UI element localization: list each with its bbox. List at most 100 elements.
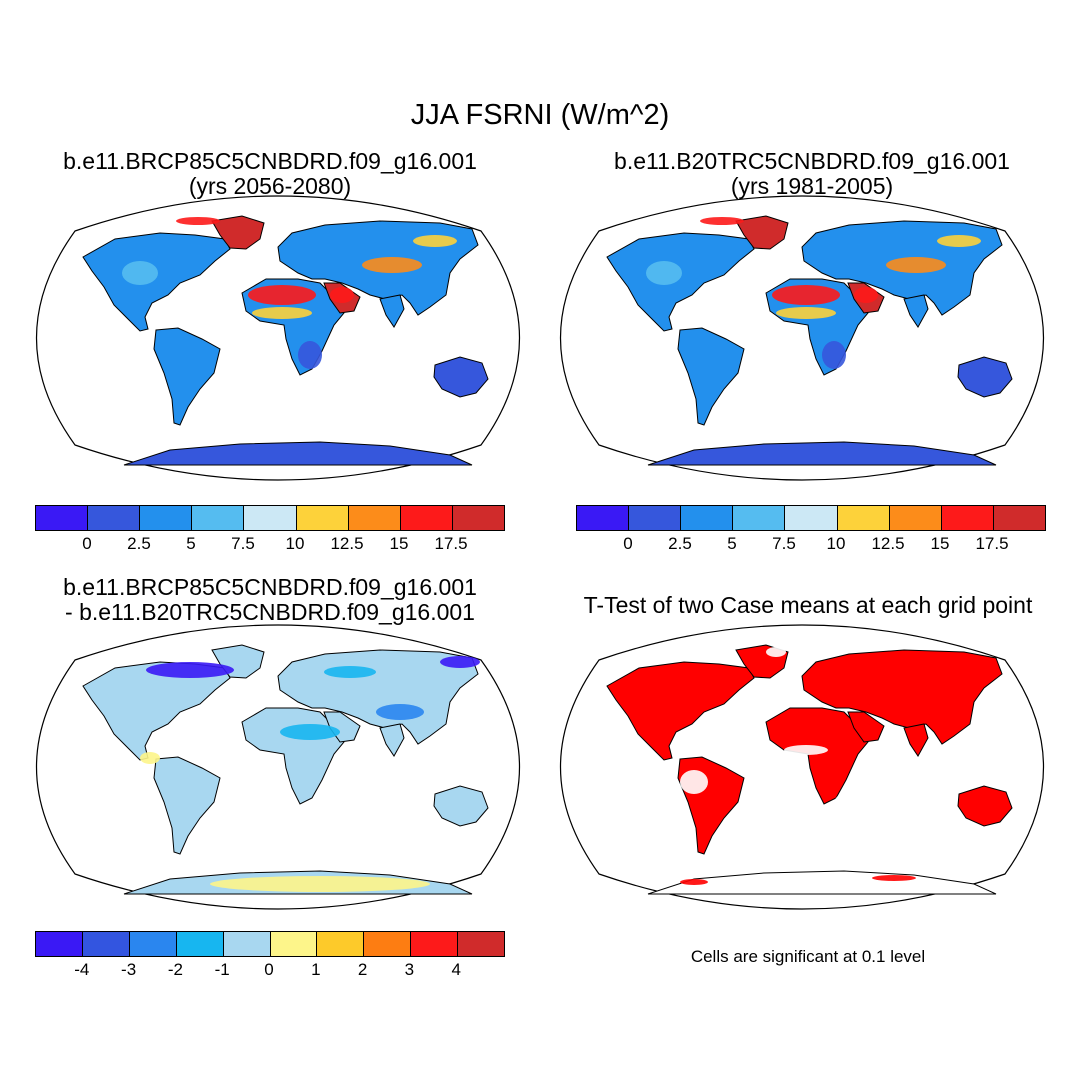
colorbar-tick-label: -1: [214, 960, 230, 979]
field-patch: [376, 704, 424, 720]
colorbar-swatch: [364, 932, 412, 956]
field-patch: [146, 662, 234, 678]
colorbar-tick-label: 17.5: [434, 534, 468, 553]
field-patch: [324, 666, 376, 678]
panel-1-title-line2: (yrs 2056-2080): [188, 173, 352, 199]
colorbar-tick-label: 2.5: [668, 534, 692, 553]
land-samerica: [677, 327, 745, 426]
land-namerica: [606, 661, 755, 761]
field-patch: [646, 261, 682, 285]
land-australia: [957, 785, 1013, 827]
field-patch: [822, 341, 846, 369]
map-panel-future-mean: [35, 195, 521, 481]
colorbar-tick-label: 2: [357, 960, 368, 979]
colorbar-swatch: [270, 932, 318, 956]
panel-3-title-line2: - b.e11.B20TRC5CNBDRD.f09_g16.001: [65, 599, 475, 625]
colorbar-tick-label: 10: [826, 534, 846, 553]
colorbar-tick-label: 7.5: [231, 534, 255, 553]
map-panel-ttest: [559, 624, 1045, 910]
colorbar-tick-label: 12.5: [871, 534, 905, 553]
colorbar-tick-label: 1: [311, 960, 321, 979]
land-namerica: [82, 232, 231, 332]
field-patch: [937, 235, 981, 247]
land-samerica: [153, 756, 221, 855]
colorbar-swatch: [993, 506, 1045, 530]
colorbar-swatch: [192, 506, 245, 530]
colorbar-swatch: [837, 506, 890, 530]
colorbar-tick-label: 5: [727, 534, 737, 553]
colorbar-swatch: [348, 506, 401, 530]
colorbar-tick-label: -2: [167, 960, 183, 979]
colorbar-swatch: [733, 506, 786, 530]
colorbar-swatch: [140, 506, 193, 530]
field-patch: [766, 647, 786, 657]
field-patch: [854, 287, 878, 303]
figure-title: JJA FSRNI (W/m^2): [410, 99, 670, 131]
colorbar-swatch: [296, 506, 349, 530]
field-patch: [834, 794, 854, 814]
colorbar-swatch: [176, 932, 224, 956]
colorbar-tick-label: 3: [404, 960, 415, 979]
colorbar-swatch: [244, 506, 297, 530]
panel-4-title-line1: T-Test of two Case means at each grid po…: [583, 592, 1033, 618]
colorbar-swatch: [577, 506, 630, 530]
map-panel-historical-mean: [559, 195, 1045, 481]
colorbar-tick-label: 15: [389, 534, 409, 553]
colorbar-tick-label: 15: [930, 534, 950, 553]
colorbar-tick-label: -4: [74, 960, 90, 979]
colorbar-tick-label: 7.5: [772, 534, 796, 553]
colorbar-tick-label: 12.5: [330, 534, 364, 553]
colorbar-mean-historical: [576, 505, 1046, 531]
colorbar-swatch: [941, 506, 994, 530]
field-patch: [252, 307, 312, 319]
colorbar-swatch: [82, 932, 130, 956]
panel-2-title-line1: b.e11.B20TRC5CNBDRD.f09_g16.001: [614, 148, 1010, 174]
field-patch: [176, 217, 220, 225]
land-india: [379, 723, 405, 757]
field-patch: [700, 217, 744, 225]
field-patch: [248, 285, 316, 305]
panel-1-title: b.e11.BRCP85C5CNBDRD.f09_g16.001 (yrs 20…: [30, 149, 510, 199]
land-namerica: [606, 232, 755, 332]
field-patch: [362, 257, 422, 273]
field-patch: [680, 770, 708, 794]
land-australia: [433, 356, 489, 398]
colorbar-tick-label: 0: [264, 960, 274, 979]
map-panel-difference: [35, 624, 521, 910]
field-patch: [140, 752, 160, 764]
colorbar-swatch: [88, 506, 141, 530]
land-greenland: [211, 215, 265, 250]
field-patch: [330, 287, 354, 303]
panel-2-title: b.e11.B20TRC5CNBDRD.f09_g16.001 (yrs 198…: [572, 149, 1052, 199]
field-patch: [280, 724, 340, 740]
colorbar-swatch: [889, 506, 942, 530]
panel-3-title-line1: b.e11.BRCP85C5CNBDRD.f09_g16.001: [63, 574, 477, 600]
colorbar-swatch: [223, 932, 271, 956]
colorbar-swatch: [681, 506, 734, 530]
colorbar-tick-label: 10: [285, 534, 305, 553]
field-patch: [440, 656, 480, 668]
colorbar-mean-future: [35, 505, 505, 531]
colorbar-tick-label: 5: [186, 534, 196, 553]
panel-1-title-line1: b.e11.BRCP85C5CNBDRD.f09_g16.001: [63, 148, 477, 174]
land-arabia: [847, 711, 885, 743]
panel-3-title: b.e11.BRCP85C5CNBDRD.f09_g16.001 - b.e11…: [30, 575, 510, 625]
field-patch: [210, 876, 430, 892]
colorbar-tick-label: 4: [451, 960, 461, 979]
land-antarctica: [647, 441, 997, 466]
colorbar-swatch: [36, 506, 89, 530]
colorbar-swatch: [400, 506, 453, 530]
colorbar-swatch: [317, 932, 365, 956]
colorbar-tick-label: 0: [623, 534, 633, 553]
land-antarctica: [123, 441, 473, 466]
field-patch: [872, 875, 916, 881]
land-australia: [957, 356, 1013, 398]
field-patch: [776, 307, 836, 319]
colorbar-tick-label: 17.5: [975, 534, 1009, 553]
land-greenland: [735, 215, 789, 250]
colorbar-swatch: [785, 506, 838, 530]
field-patch: [680, 879, 708, 885]
panel-2-title-line2: (yrs 1981-2005): [730, 173, 894, 199]
land-samerica: [153, 327, 221, 426]
field-patch: [122, 261, 158, 285]
